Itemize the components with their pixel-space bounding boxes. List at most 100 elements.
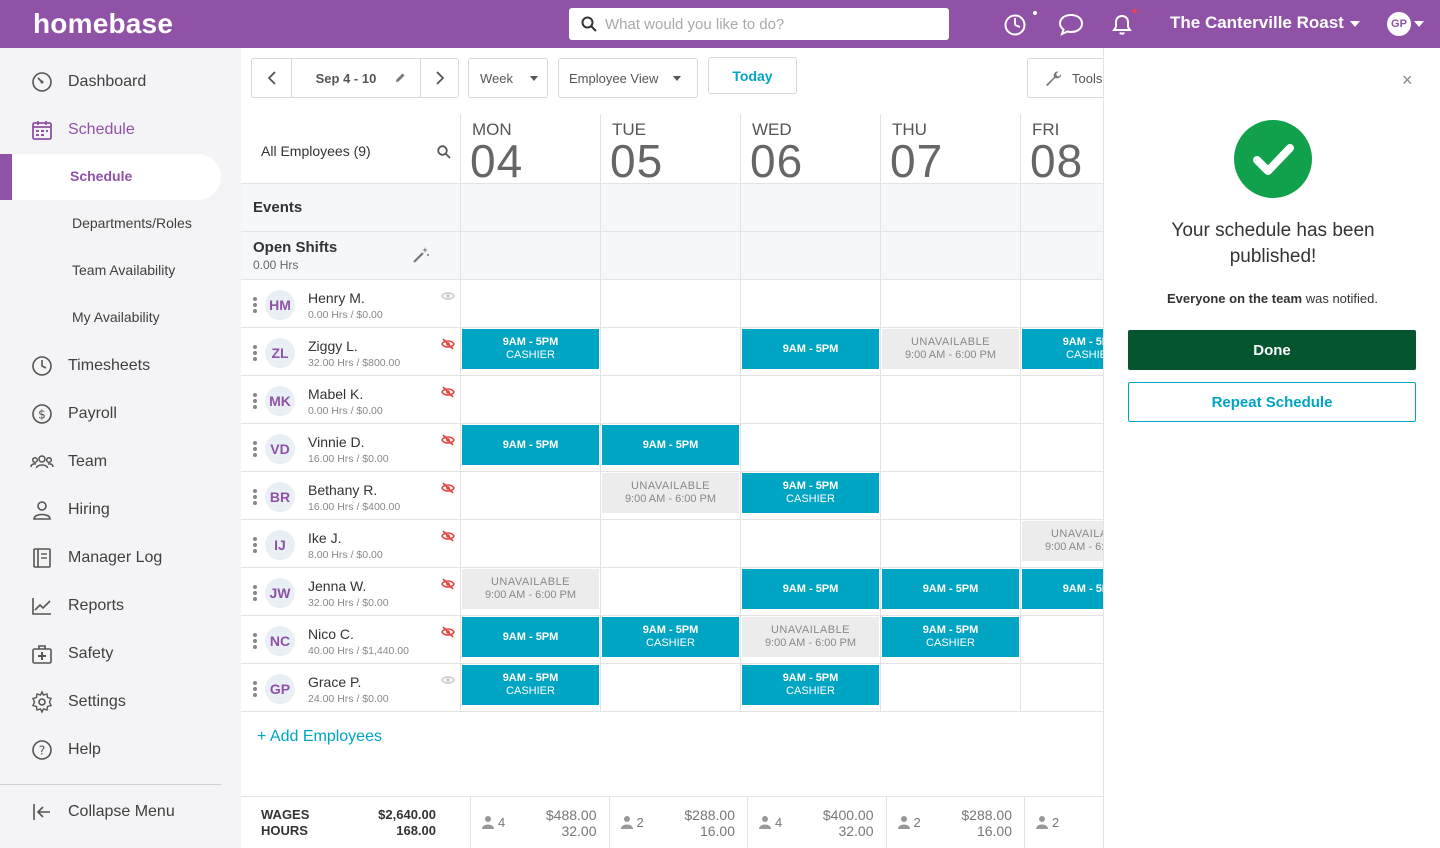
eye-slash-icon[interactable] (441, 434, 455, 446)
eye-slash-icon[interactable] (441, 482, 455, 494)
eye-slash-icon[interactable] (441, 626, 455, 638)
events-cell[interactable] (741, 184, 881, 232)
events-cell[interactable] (601, 184, 741, 232)
search-input[interactable]: What would you like to do? (569, 8, 949, 40)
drag-handle-icon[interactable] (253, 297, 257, 313)
shift-block[interactable]: 9AM - 5PM (462, 617, 599, 657)
sidebar-item-settings[interactable]: Settings (0, 682, 241, 722)
sidebar-item-team[interactable]: Team (0, 442, 241, 482)
user-menu-chevron-icon[interactable] (1414, 21, 1424, 27)
open-shift-cell[interactable] (601, 232, 741, 280)
shift-block[interactable]: 9AM - 5PM CASHIER (882, 617, 1019, 657)
drag-handle-icon[interactable] (253, 537, 257, 553)
shift-block[interactable]: 9AM - 5PM CASHIER (462, 329, 599, 369)
schedule-cell[interactable] (601, 664, 741, 712)
employee-row[interactable]: JW Jenna W. 32.00 Hrs / $0.00 (241, 568, 461, 616)
employee-row[interactable]: IJ Ike J. 8.00 Hrs / $0.00 (241, 520, 461, 568)
sidebar-item-hiring[interactable]: Hiring (0, 490, 241, 530)
sidebar-item-reports[interactable]: Reports (0, 586, 241, 626)
today-button[interactable]: Today (708, 57, 797, 94)
schedule-cell[interactable] (741, 520, 881, 568)
sidebar-item-dashboard[interactable]: Dashboard (0, 62, 241, 102)
eye-slash-icon[interactable] (441, 530, 455, 542)
day-header-tue[interactable]: TUE 05 (601, 114, 741, 184)
schedule-cell[interactable] (881, 376, 1021, 424)
open-shift-cell[interactable] (881, 232, 1021, 280)
sidebar-item-timesheets[interactable]: Timesheets (0, 346, 241, 386)
schedule-cell[interactable] (881, 664, 1021, 712)
schedule-cell[interactable] (881, 520, 1021, 568)
eye-slash-icon[interactable] (441, 578, 455, 590)
add-employees-link[interactable]: + Add Employees (257, 728, 382, 745)
employee-row[interactable]: MK Mabel K. 0.00 Hrs / $0.00 (241, 376, 461, 424)
eye-icon[interactable] (441, 290, 455, 302)
view-mode-select[interactable]: Employee View (558, 58, 698, 98)
collapse-menu-button[interactable]: Collapse Menu (0, 792, 241, 832)
open-shift-cell[interactable] (741, 232, 881, 280)
day-header-wed[interactable]: WED 06 (741, 114, 881, 184)
shift-block[interactable]: 9AM - 5PM (742, 569, 879, 609)
schedule-cell[interactable] (461, 376, 601, 424)
tools-button[interactable]: Tools (1027, 58, 1117, 98)
drag-handle-icon[interactable] (253, 489, 257, 505)
drag-handle-icon[interactable] (253, 345, 257, 361)
shift-block[interactable]: 9AM - 5PM (602, 425, 739, 465)
period-select[interactable]: Week (468, 58, 548, 98)
eye-slash-icon[interactable] (441, 386, 455, 398)
chat-icon[interactable] (1058, 11, 1084, 37)
drag-handle-icon[interactable] (253, 681, 257, 697)
schedule-cell[interactable] (881, 472, 1021, 520)
day-header-mon[interactable]: MON 04 (461, 114, 601, 184)
schedule-cell[interactable] (601, 520, 741, 568)
homebase-logo[interactable]: homebase (33, 8, 174, 39)
schedule-cell[interactable] (601, 568, 741, 616)
schedule-cell[interactable] (741, 376, 881, 424)
schedule-cell[interactable] (461, 280, 601, 328)
prev-week-button[interactable] (252, 59, 292, 97)
employee-filter[interactable]: All Employees (9) (241, 114, 461, 184)
employee-row[interactable]: GP Grace P. 24.00 Hrs / $0.00 (241, 664, 461, 712)
schedule-cell[interactable] (461, 472, 601, 520)
eye-icon[interactable] (441, 674, 455, 686)
day-header-thu[interactable]: THU 07 (881, 114, 1021, 184)
sidebar-subitem-my-availability[interactable]: My Availability (0, 295, 241, 341)
sidebar-subitem-team-availability[interactable]: Team Availability (0, 248, 241, 294)
date-range-picker[interactable]: Sep 4 - 10 (292, 59, 420, 97)
events-cell[interactable] (881, 184, 1021, 232)
shift-block[interactable]: 9AM - 5PM CASHIER (742, 665, 879, 705)
shift-block[interactable]: 9AM - 5PM CASHIER (742, 473, 879, 513)
employee-row[interactable]: BR Bethany R. 16.00 Hrs / $400.00 (241, 472, 461, 520)
schedule-cell[interactable] (881, 280, 1021, 328)
employee-row[interactable]: ZL Ziggy L. 32.00 Hrs / $800.00 (241, 328, 461, 376)
done-button[interactable]: Done (1128, 330, 1416, 370)
eye-slash-icon[interactable] (441, 338, 455, 350)
sidebar-subitem-schedule[interactable]: Schedule (0, 154, 221, 200)
employee-row[interactable]: HM Henry M. 0.00 Hrs / $0.00 (241, 280, 461, 328)
events-cell[interactable] (461, 184, 601, 232)
bell-icon[interactable] (1109, 11, 1135, 37)
shift-block[interactable]: 9AM - 5PM CASHIER (462, 665, 599, 705)
shift-block[interactable]: 9AM - 5PM CASHIER (602, 617, 739, 657)
schedule-cell[interactable] (601, 328, 741, 376)
timeclock-icon[interactable] (1003, 11, 1029, 37)
employee-row[interactable]: NC Nico C. 40.00 Hrs / $1,440.00 (241, 616, 461, 664)
sidebar-item-manager-log[interactable]: Manager Log (0, 538, 241, 578)
drag-handle-icon[interactable] (253, 441, 257, 457)
shift-block[interactable]: 9AM - 5PM (462, 425, 599, 465)
schedule-cell[interactable] (601, 280, 741, 328)
schedule-cell[interactable] (461, 520, 601, 568)
drag-handle-icon[interactable] (253, 633, 257, 649)
shift-block[interactable]: 9AM - 5PM (742, 329, 879, 369)
sidebar-item-payroll[interactable]: $ Payroll (0, 394, 241, 434)
schedule-cell[interactable] (881, 424, 1021, 472)
user-avatar[interactable]: GP (1387, 12, 1411, 36)
schedule-cell[interactable] (741, 280, 881, 328)
open-shift-cell[interactable] (461, 232, 601, 280)
sidebar-subitem-departments-roles[interactable]: Departments/Roles (0, 201, 241, 247)
sidebar-item-schedule[interactable]: Schedule (0, 110, 241, 150)
schedule-cell[interactable] (741, 424, 881, 472)
search-icon[interactable] (437, 145, 451, 159)
employee-row[interactable]: VD Vinnie D. 16.00 Hrs / $0.00 (241, 424, 461, 472)
repeat-schedule-button[interactable]: Repeat Schedule (1128, 382, 1416, 422)
next-week-button[interactable] (420, 59, 458, 97)
